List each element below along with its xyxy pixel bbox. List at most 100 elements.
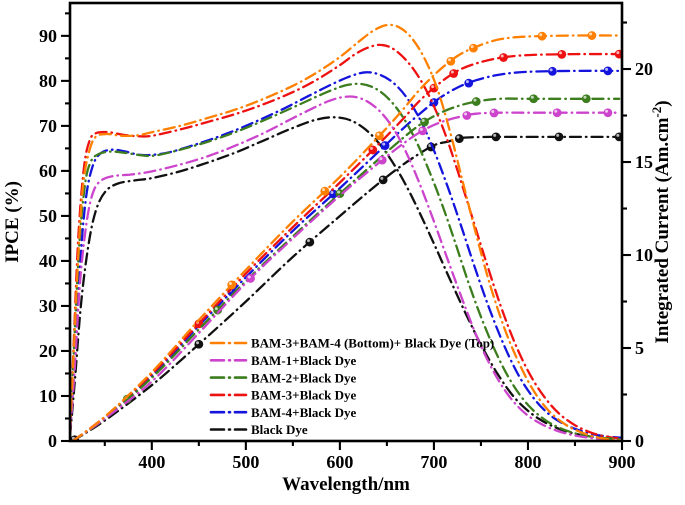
current-marker-bam3-bam4-blackdye: [374, 131, 384, 141]
current-marker-bam1-blackdye: [489, 108, 499, 118]
series-bam3-blackdye: [70, 43, 622, 441]
marker-highlight: [491, 109, 495, 113]
y-right-tick-label-10: 10: [635, 245, 653, 265]
marker-dot: [581, 94, 591, 104]
y-right-tick-label-20: 20: [635, 59, 653, 79]
y-left-tick-label-80: 80: [39, 71, 57, 91]
marker-dot: [454, 134, 464, 143]
marker-highlight: [583, 95, 587, 99]
series-curves: [70, 23, 622, 441]
y-left-tick-label-20: 20: [39, 341, 57, 361]
y-axis-title-right: Integrated Current (Am.cm-2): [649, 100, 673, 343]
current-marker-bam1-blackdye: [603, 108, 613, 118]
current-marker-bam3-blackdye: [557, 50, 567, 59]
marker-dot: [491, 132, 501, 142]
marker-highlight: [616, 133, 620, 137]
marker-dot: [418, 126, 428, 136]
current-marker-bam3-bam4-blackdye: [537, 31, 547, 41]
current-marker-bam4-blackdye: [548, 66, 557, 76]
current-marker-bam2-blackdye: [420, 117, 429, 127]
current-marker-bam1-blackdye: [462, 111, 472, 120]
marker-highlight: [556, 133, 560, 137]
marker-highlight: [554, 109, 558, 113]
series-blackdye: [70, 116, 622, 441]
y-left-tick-label-90: 90: [39, 26, 57, 46]
legend-label-bam3-blackdye: BAM-3+Black Dye: [251, 388, 356, 403]
legend-label-bam2-blackdye: BAM-2+Black Dye: [251, 370, 356, 385]
y-left-tick-label-60: 60: [39, 161, 57, 181]
marker-highlight: [419, 127, 423, 131]
y-axis-title-left: IPCE (%): [2, 181, 23, 263]
legend-item-bam3-blackdye: BAM-3+Black Dye: [209, 388, 356, 403]
marker-dot: [246, 274, 255, 283]
marker-dot: [194, 339, 204, 349]
marker-highlight: [380, 176, 384, 180]
current-marker-bam1-blackdye: [552, 108, 562, 118]
marker-highlight: [382, 142, 386, 146]
marker-dot: [464, 78, 474, 88]
current-marker-bam3-blackdye: [368, 145, 378, 155]
current-marker-bam3-bam4-blackdye: [469, 43, 478, 53]
current-marker-bam2-blackdye: [471, 97, 481, 106]
current-marker-bam3-bam4-blackdye: [587, 31, 597, 40]
current-marker-bam3-bam4-blackdye: [446, 56, 456, 66]
marker-highlight: [247, 275, 251, 279]
marker-highlight: [589, 32, 593, 36]
y-right-tick-label-5: 5: [635, 338, 644, 358]
current-marker-bam2-blackdye: [335, 189, 345, 199]
marker-highlight: [493, 133, 497, 137]
current-marker-blackdye: [491, 132, 501, 142]
current-marker-blackdye: [554, 132, 564, 142]
axis-ticks: 400 500 600 700 800 9000102030405060708090051…: [39, 12, 653, 472]
marker-dot: [499, 53, 508, 62]
x-tick-label-800: 800: [514, 452, 541, 472]
x-tick-label-700: 700: [420, 452, 447, 472]
marker-dot: [603, 108, 613, 118]
marker-highlight: [539, 33, 543, 37]
current-curve-bam3-bam4-blackdye: [71, 34, 621, 441]
marker-dot: [537, 31, 547, 41]
current-marker-bam4-blackdye: [328, 189, 338, 199]
x-tick-label-600: 600: [326, 452, 353, 472]
current-curve-bam4-blackdye: [71, 69, 621, 441]
marker-highlight: [450, 70, 454, 74]
marker-highlight: [530, 95, 534, 99]
marker-dot: [587, 31, 597, 40]
marker-highlight: [370, 146, 374, 150]
current-curve-bam2-blackdye: [71, 97, 621, 441]
marker-highlight: [228, 281, 232, 285]
y-left-tick-label-40: 40: [39, 251, 57, 271]
marker-dot: [377, 155, 387, 165]
current-marker-bam2-blackdye: [529, 94, 539, 104]
chart-legend: BAM-3+BAM-4 (Bottom)+ Black Dye (Top) BAM…: [209, 336, 494, 437]
current-marker-bam2-blackdye: [213, 305, 223, 315]
ipce-curve-bam3-bam4-blackdye: [70, 23, 621, 441]
marker-highlight: [559, 51, 563, 55]
legend-label-bam3-bam4-blackdye: BAM-3+BAM-4 (Bottom)+ Black Dye (Top): [251, 336, 494, 351]
marker-dot: [378, 175, 388, 185]
marker-dot: [529, 94, 539, 104]
marker-highlight: [214, 307, 218, 311]
marker-highlight: [549, 68, 553, 72]
ipce-curve-bam3-blackdye: [70, 43, 622, 440]
x-tick-label-500: 500: [232, 452, 259, 472]
marker-dot: [469, 43, 478, 53]
x-axis-title: Wavelength/nm: [282, 474, 410, 495]
current-curve-bam1-blackdye: [71, 111, 621, 441]
marker-dot: [489, 108, 499, 118]
legend-item-bam4-blackdye: BAM-4+Black Dye: [209, 405, 356, 420]
marker-highlight: [473, 98, 477, 102]
marker-highlight: [376, 132, 380, 136]
marker-highlight: [379, 157, 383, 161]
x-tick-label-400: 400: [138, 452, 165, 472]
marker-dot: [449, 69, 459, 78]
current-marker-bam1-blackdye: [246, 274, 255, 283]
y-right-tick-label-0: 0: [635, 431, 644, 451]
current-marker-bam3-blackdye: [449, 69, 459, 78]
series-bam3-bam4-blackdye: [70, 23, 621, 441]
marker-dot: [374, 131, 384, 141]
legend-label-bam1-blackdye: BAM-1+Black Dye: [251, 353, 356, 368]
current-marker-blackdye: [194, 339, 204, 349]
ipce-curve-bam1-blackdye: [70, 95, 621, 441]
marker-dot: [420, 117, 429, 127]
